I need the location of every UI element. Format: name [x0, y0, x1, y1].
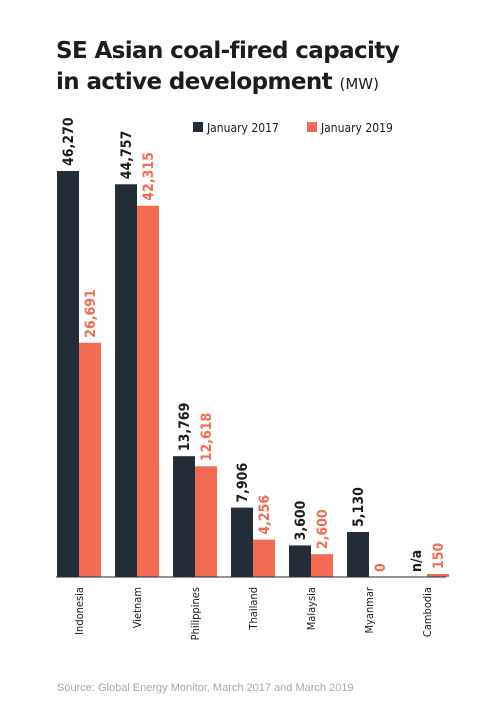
legend-swatch-january-2017 [193, 122, 203, 132]
bar-indonesia-january-2017 [57, 171, 79, 577]
bar-thailand-january-2019 [253, 539, 275, 577]
data-label-myanmar-january-2019: 0 [373, 563, 389, 572]
category-label-thailand: Thailand [247, 587, 260, 631]
data-label-vietnam-january-2019: 42,315 [141, 152, 157, 201]
category-label-philippines: Philippines [189, 587, 202, 640]
category-label-cambodia: Cambodia [421, 587, 434, 637]
chart-title: SE Asian coal-fired capacity in active d… [56, 36, 476, 100]
category-label-malaysia: Malaysia [305, 587, 318, 630]
legend-label-january-2019: January 2019 [320, 121, 393, 135]
legend-swatch-january-2019 [307, 122, 317, 132]
data-label-philippines-january-2017: 13,769 [177, 403, 193, 452]
bar-malaysia-january-2017 [289, 545, 311, 577]
bar-philippines-january-2017 [173, 456, 195, 577]
data-label-cambodia-january-2017: n/a [409, 550, 425, 572]
bar-vietnam-january-2019 [137, 205, 159, 577]
data-label-thailand-january-2019: 4,256 [257, 495, 273, 535]
chart-unit: (MW) [339, 75, 379, 93]
legend-label-january-2017: January 2017 [206, 121, 279, 135]
data-label-malaysia-january-2019: 2,600 [315, 509, 331, 549]
data-label-philippines-january-2019: 12,618 [199, 413, 215, 462]
data-label-indonesia-january-2019: 26,691 [83, 289, 99, 338]
bar-thailand-january-2017 [231, 507, 253, 577]
bar-vietnam-january-2017 [115, 184, 137, 577]
data-label-thailand-january-2017: 7,906 [235, 463, 251, 503]
bar-philippines-january-2019 [195, 466, 217, 577]
category-label-indonesia: Indonesia [73, 587, 86, 635]
data-label-myanmar-january-2017: 5,130 [351, 487, 367, 527]
chart-title-line2: in active development [56, 69, 333, 95]
data-label-cambodia-january-2019: 150 [431, 542, 447, 569]
category-label-myanmar: Myanmar [363, 586, 376, 633]
bar-malaysia-january-2019 [311, 554, 333, 577]
data-label-indonesia-january-2017: 46,270 [61, 117, 77, 166]
data-label-vietnam-january-2017: 44,757 [119, 131, 135, 180]
bar-cambodia-january-2019 [427, 574, 449, 577]
bar-myanmar-january-2017 [347, 531, 369, 577]
category-label-vietnam: Vietnam [131, 587, 144, 628]
bar-indonesia-january-2019 [79, 342, 101, 577]
chart-title-line1: SE Asian coal-fired capacity [56, 38, 400, 64]
source-note: Source: Global Energy Monitor, March 201… [57, 682, 354, 694]
data-label-malaysia-january-2017: 3,600 [293, 500, 309, 540]
